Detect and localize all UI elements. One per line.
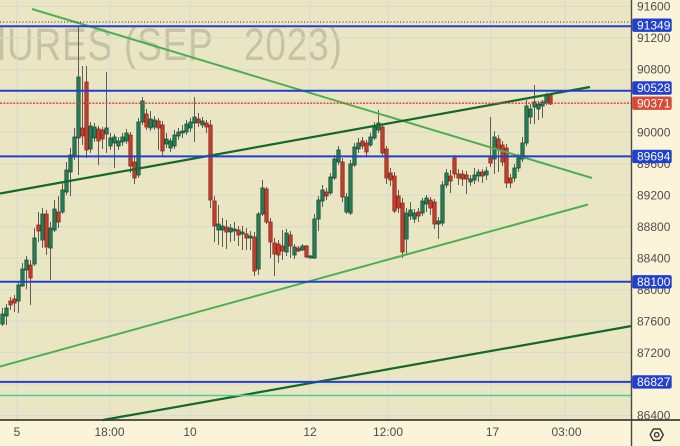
svg-text:18:00: 18:00 [94,425,124,439]
svg-text:86400: 86400 [637,409,671,423]
svg-text:12: 12 [303,425,317,439]
svg-text:90371: 90371 [637,96,671,110]
svg-text:URES (SEP 2023): URES (SEP 2023) [7,20,343,70]
svg-text:88400: 88400 [637,251,671,265]
svg-text:87200: 87200 [637,346,671,360]
svg-text:89694: 89694 [637,150,671,164]
svg-text:10: 10 [183,425,197,439]
svg-text:91349: 91349 [637,18,671,32]
svg-text:88100: 88100 [637,275,671,289]
svg-text:90528: 90528 [637,81,671,95]
svg-text:91600: 91600 [637,0,671,14]
svg-text:86827: 86827 [637,375,671,389]
svg-text:5: 5 [14,425,21,439]
svg-text:90000: 90000 [637,126,671,140]
svg-text:90800: 90800 [637,63,671,77]
svg-text:91200: 91200 [637,31,671,45]
svg-text:87600: 87600 [637,314,671,328]
svg-text:03:00: 03:00 [551,425,581,439]
svg-text:88800: 88800 [637,220,671,234]
svg-text:17: 17 [486,425,500,439]
svg-text:89200: 89200 [637,189,671,203]
svg-text:12:00: 12:00 [373,425,403,439]
